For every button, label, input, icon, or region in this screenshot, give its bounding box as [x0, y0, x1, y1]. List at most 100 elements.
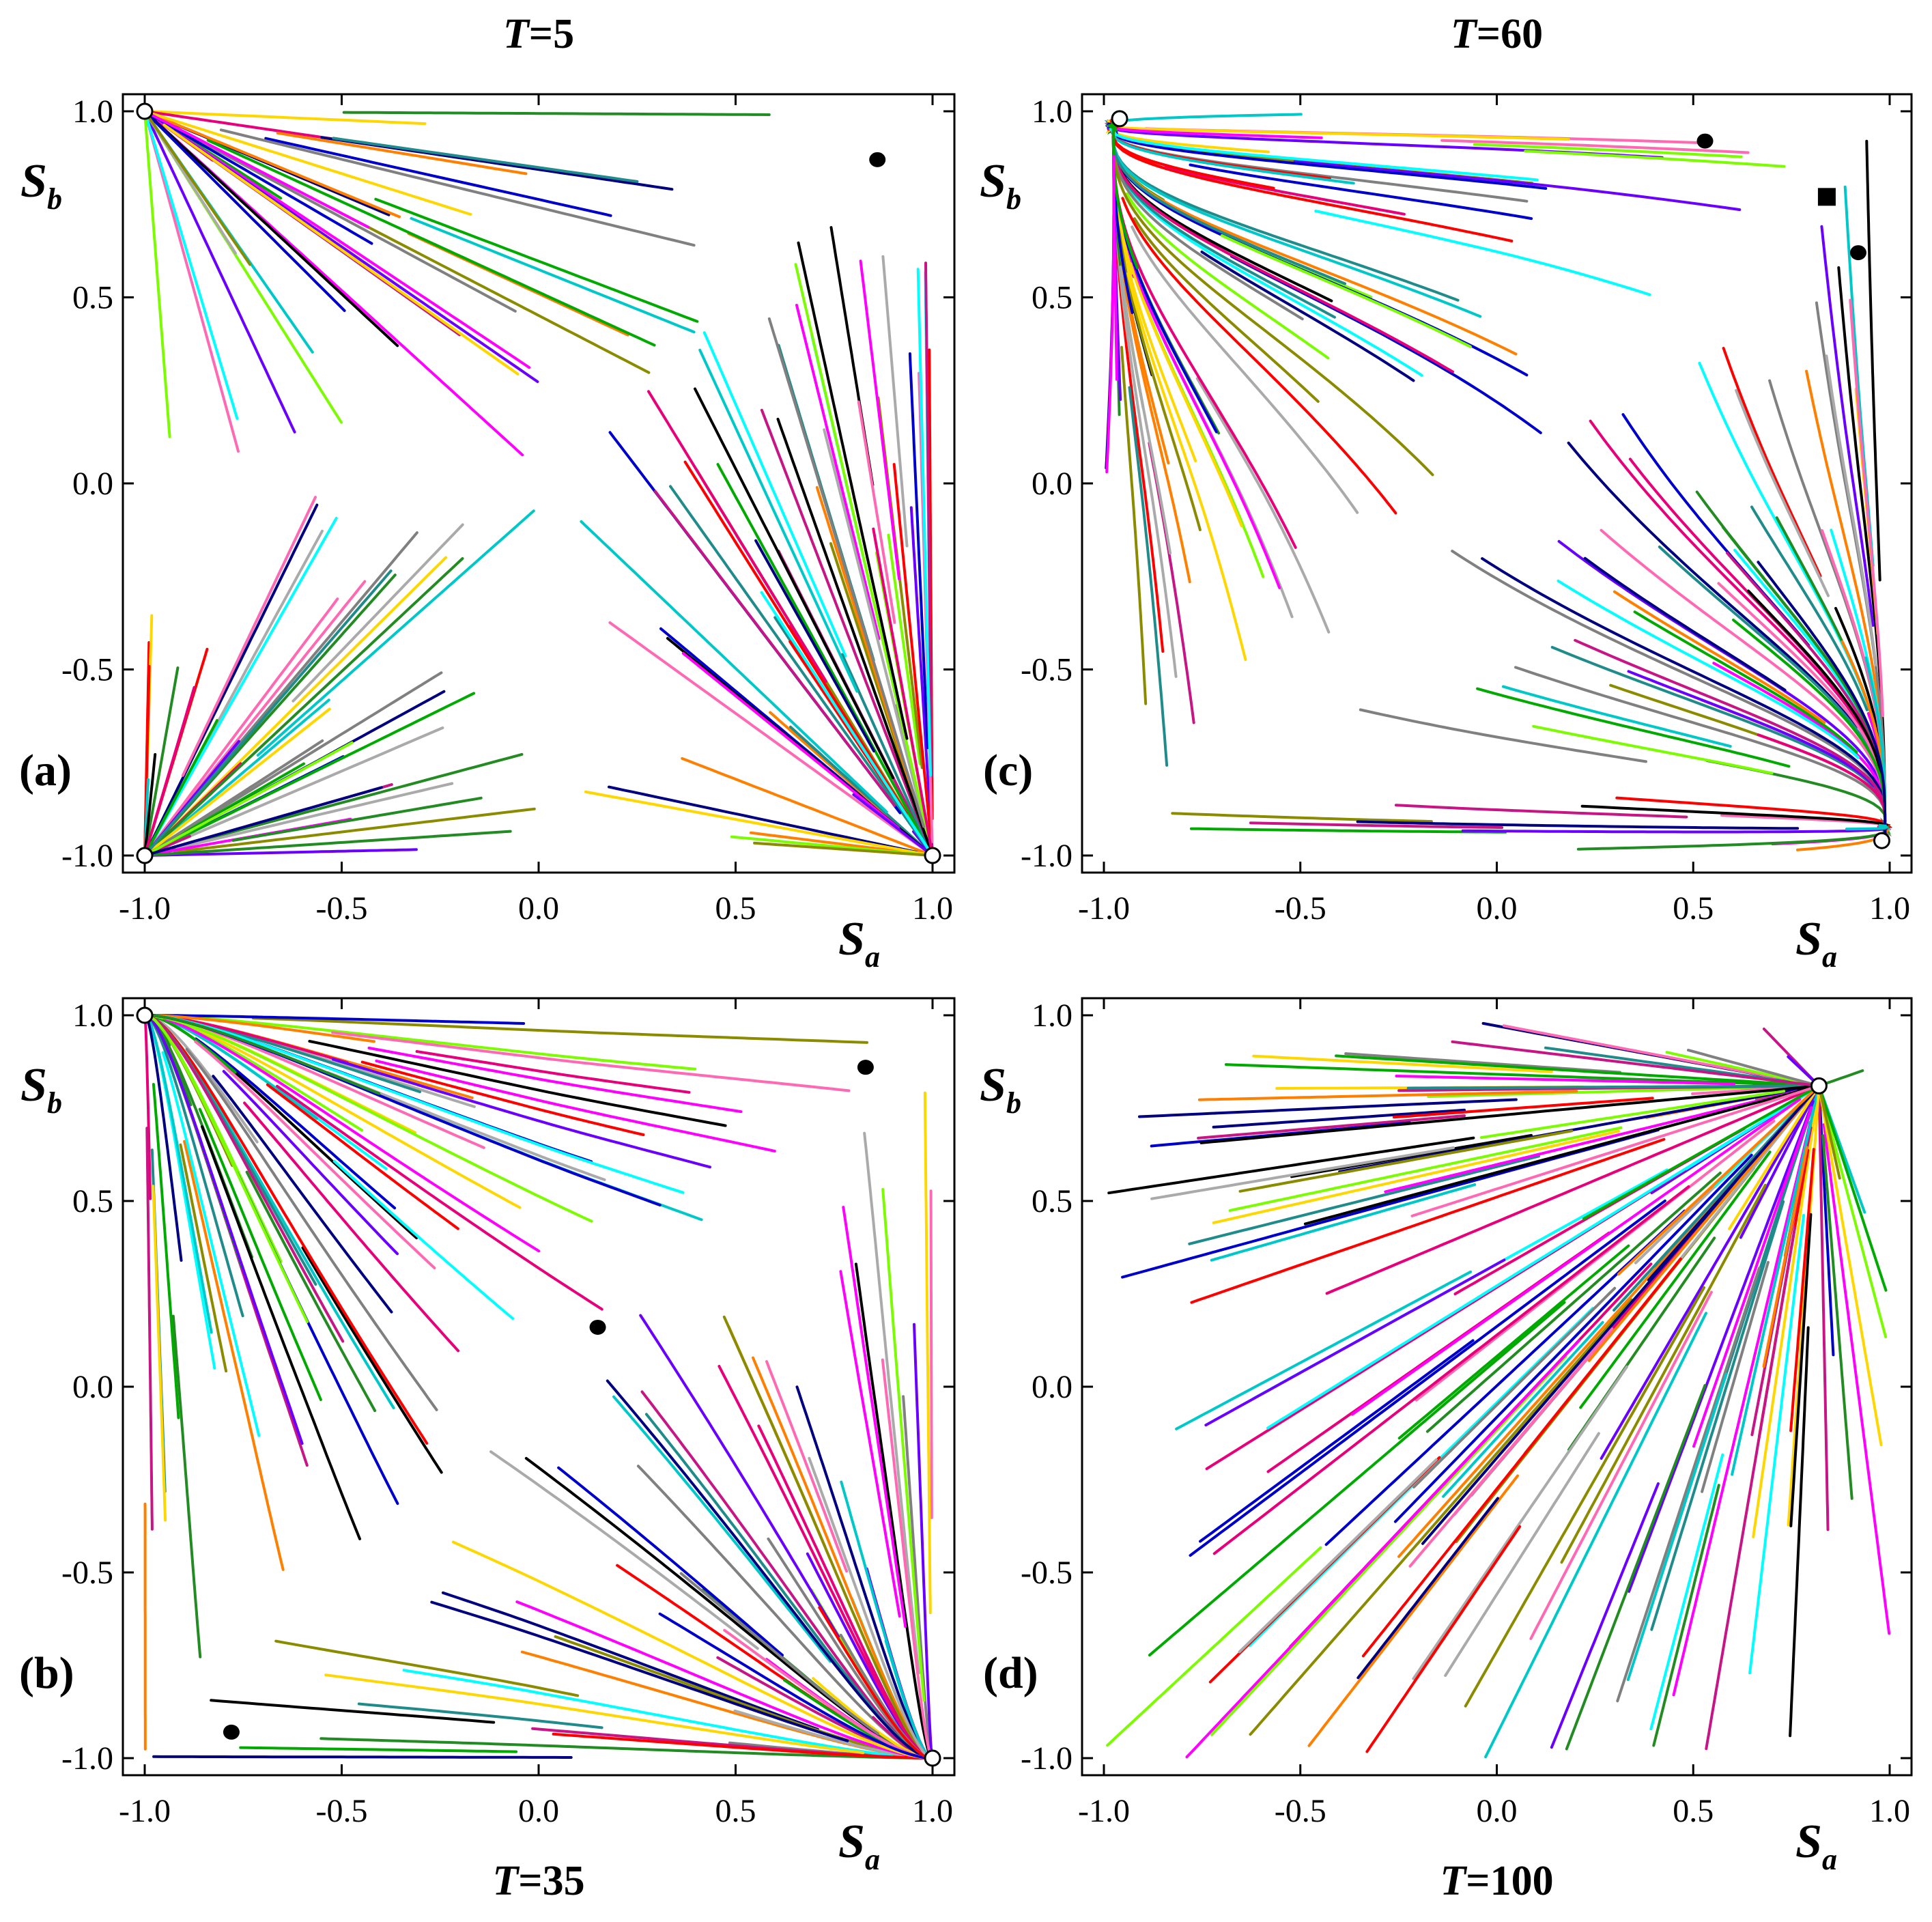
y-tick-label: 0.0: [1032, 1369, 1072, 1405]
trajectory-curve: [1565, 1384, 1707, 1751]
trajectory-curve: [179, 1143, 228, 1373]
trajectory-curve: [1750, 505, 1869, 711]
trajectory-curve: [1692, 1106, 1813, 1448]
trajectory-curve: [702, 331, 847, 658]
trajectory-curve: [606, 1379, 927, 1759]
trajectory-curve: [185, 132, 517, 313]
trajectory-curve: [909, 506, 934, 851]
trajectory-curve: [1748, 1213, 1806, 1675]
trajectory-curve: [145, 1127, 154, 1531]
trajectory-curve: [154, 1015, 522, 1209]
trajectory-curve: [1395, 1075, 1736, 1086]
trajectory-curve: [195, 1037, 397, 1210]
trajectory-curve: [1412, 1365, 1628, 1680]
trajectory-curve: [1524, 150, 1786, 168]
panel-d: -1.0 -0.5 0.0 0.5 1.0 1.0 0.5 0.0 -0.5 -1.0 Sa Sb (d…: [980, 997, 1913, 1904]
trajectory-curve: [1752, 1079, 1821, 1538]
trajectory-curve: [1532, 724, 1774, 775]
trajectory-curve: [210, 1699, 496, 1724]
trajectory-curve: [1293, 160, 1742, 212]
square-marker: [1817, 188, 1836, 206]
trajectory-curve: [1805, 369, 1884, 746]
trajectory-curve: [172, 556, 448, 828]
trajectory-curve: [144, 597, 339, 856]
trajectory-curve: [143, 116, 171, 438]
trajectory-curve: [1658, 546, 1873, 756]
y-tick-label: 0.0: [72, 466, 113, 502]
trajectory-curve: [1412, 1286, 1617, 1488]
trajectory-curve: [608, 621, 931, 855]
trajectory-curve: [146, 503, 319, 851]
trajectory-curve: [145, 111, 401, 218]
trajectory-curve: [151, 1015, 237, 1074]
panel-title: T=5: [503, 11, 574, 57]
trajectory-curve: [683, 460, 908, 816]
trajectory-curve: [1393, 1153, 1753, 1523]
trajectory-curve: [266, 1083, 459, 1230]
trajectory-curve: [767, 1537, 930, 1760]
trajectory-curve: [1266, 1129, 1749, 1430]
x-tick-label: -1.0: [1078, 890, 1130, 927]
trajectory-curve: [557, 1466, 784, 1657]
trajectory-curve: [1652, 1484, 1720, 1747]
trajectory-curve: [147, 726, 444, 856]
trajectory-curve: [324, 1673, 865, 1755]
trajectory-curve: [1865, 139, 1881, 582]
trajectory-curve: [264, 137, 612, 217]
y-tick-label: 0.5: [72, 1183, 113, 1219]
trajectory-curve: [1119, 265, 1172, 555]
panel-label: (a): [19, 746, 72, 795]
trajectory-curve: [430, 1600, 849, 1742]
panel-title: T=100: [1440, 1858, 1553, 1904]
trajectory-curve: [1567, 441, 1858, 729]
trajectory-curve: [181, 496, 317, 777]
trajectory-curve: [681, 651, 900, 830]
trajectory-curve: [1195, 377, 1331, 634]
x-tick-label: -0.5: [316, 1793, 368, 1829]
trajectory-curve: [1314, 210, 1651, 296]
y-tick-label: 0.5: [1032, 1183, 1072, 1219]
trajectory-curve: [357, 1702, 603, 1729]
trajectory-curve: [319, 1737, 929, 1760]
trajectory-curve: [1502, 685, 1732, 748]
trajectory-curve: [1821, 1134, 1853, 1500]
trajectory-curve: [1128, 386, 1169, 767]
trajectory-curve: [198, 1107, 322, 1401]
trajectory-curve: [1106, 1546, 1322, 1747]
trajectory-curve: [1822, 1123, 1891, 1635]
trajectory-curve: [842, 1206, 907, 1628]
trajectory-curve: [1224, 1063, 1793, 1086]
trajectory-curve: [402, 1669, 894, 1757]
y-tick-label: -1.0: [1021, 1740, 1072, 1777]
x-tick-label: 1.0: [1869, 1793, 1910, 1829]
trajectory-curve: [1189, 163, 1533, 221]
trajectory-curve: [144, 692, 476, 857]
trajectory-curve: [1473, 143, 1743, 158]
trajectory-curve: [840, 1480, 927, 1754]
y-tick-label: -1.0: [61, 838, 113, 874]
trajectory-curve: [640, 1390, 903, 1740]
trajectory-curve: [644, 1413, 900, 1739]
x-tick-label: 0.5: [1673, 1793, 1714, 1829]
trajectory-curve: [767, 317, 926, 828]
stable-fixed-point: [924, 847, 941, 864]
trajectory-curve: [194, 1040, 436, 1270]
trajectory-curve: [1210, 1183, 1477, 1262]
trajectory-curve: [669, 485, 931, 853]
stable-fixed-point: [136, 1006, 154, 1024]
trajectory-curve: [1212, 1129, 1620, 1224]
trajectory-curve: [892, 463, 934, 851]
trajectory-curve: [1789, 1326, 1810, 1738]
trajectory-curve: [1550, 1482, 1660, 1749]
trajectory-curve: [733, 1709, 926, 1760]
trajectory-curve: [147, 707, 331, 854]
trajectory-curve: [823, 428, 933, 851]
trajectory-curve: [147, 848, 418, 857]
trajectory-curve: [1108, 119, 1570, 141]
trajectory-curve: [1628, 1100, 1815, 1593]
trajectory-curve: [148, 110, 427, 126]
trajectory-curve: [1197, 1114, 1466, 1140]
trajectory-curve: [752, 1356, 928, 1757]
trajectory-curve: [171, 1314, 202, 1658]
trajectory-curve: [872, 527, 933, 853]
